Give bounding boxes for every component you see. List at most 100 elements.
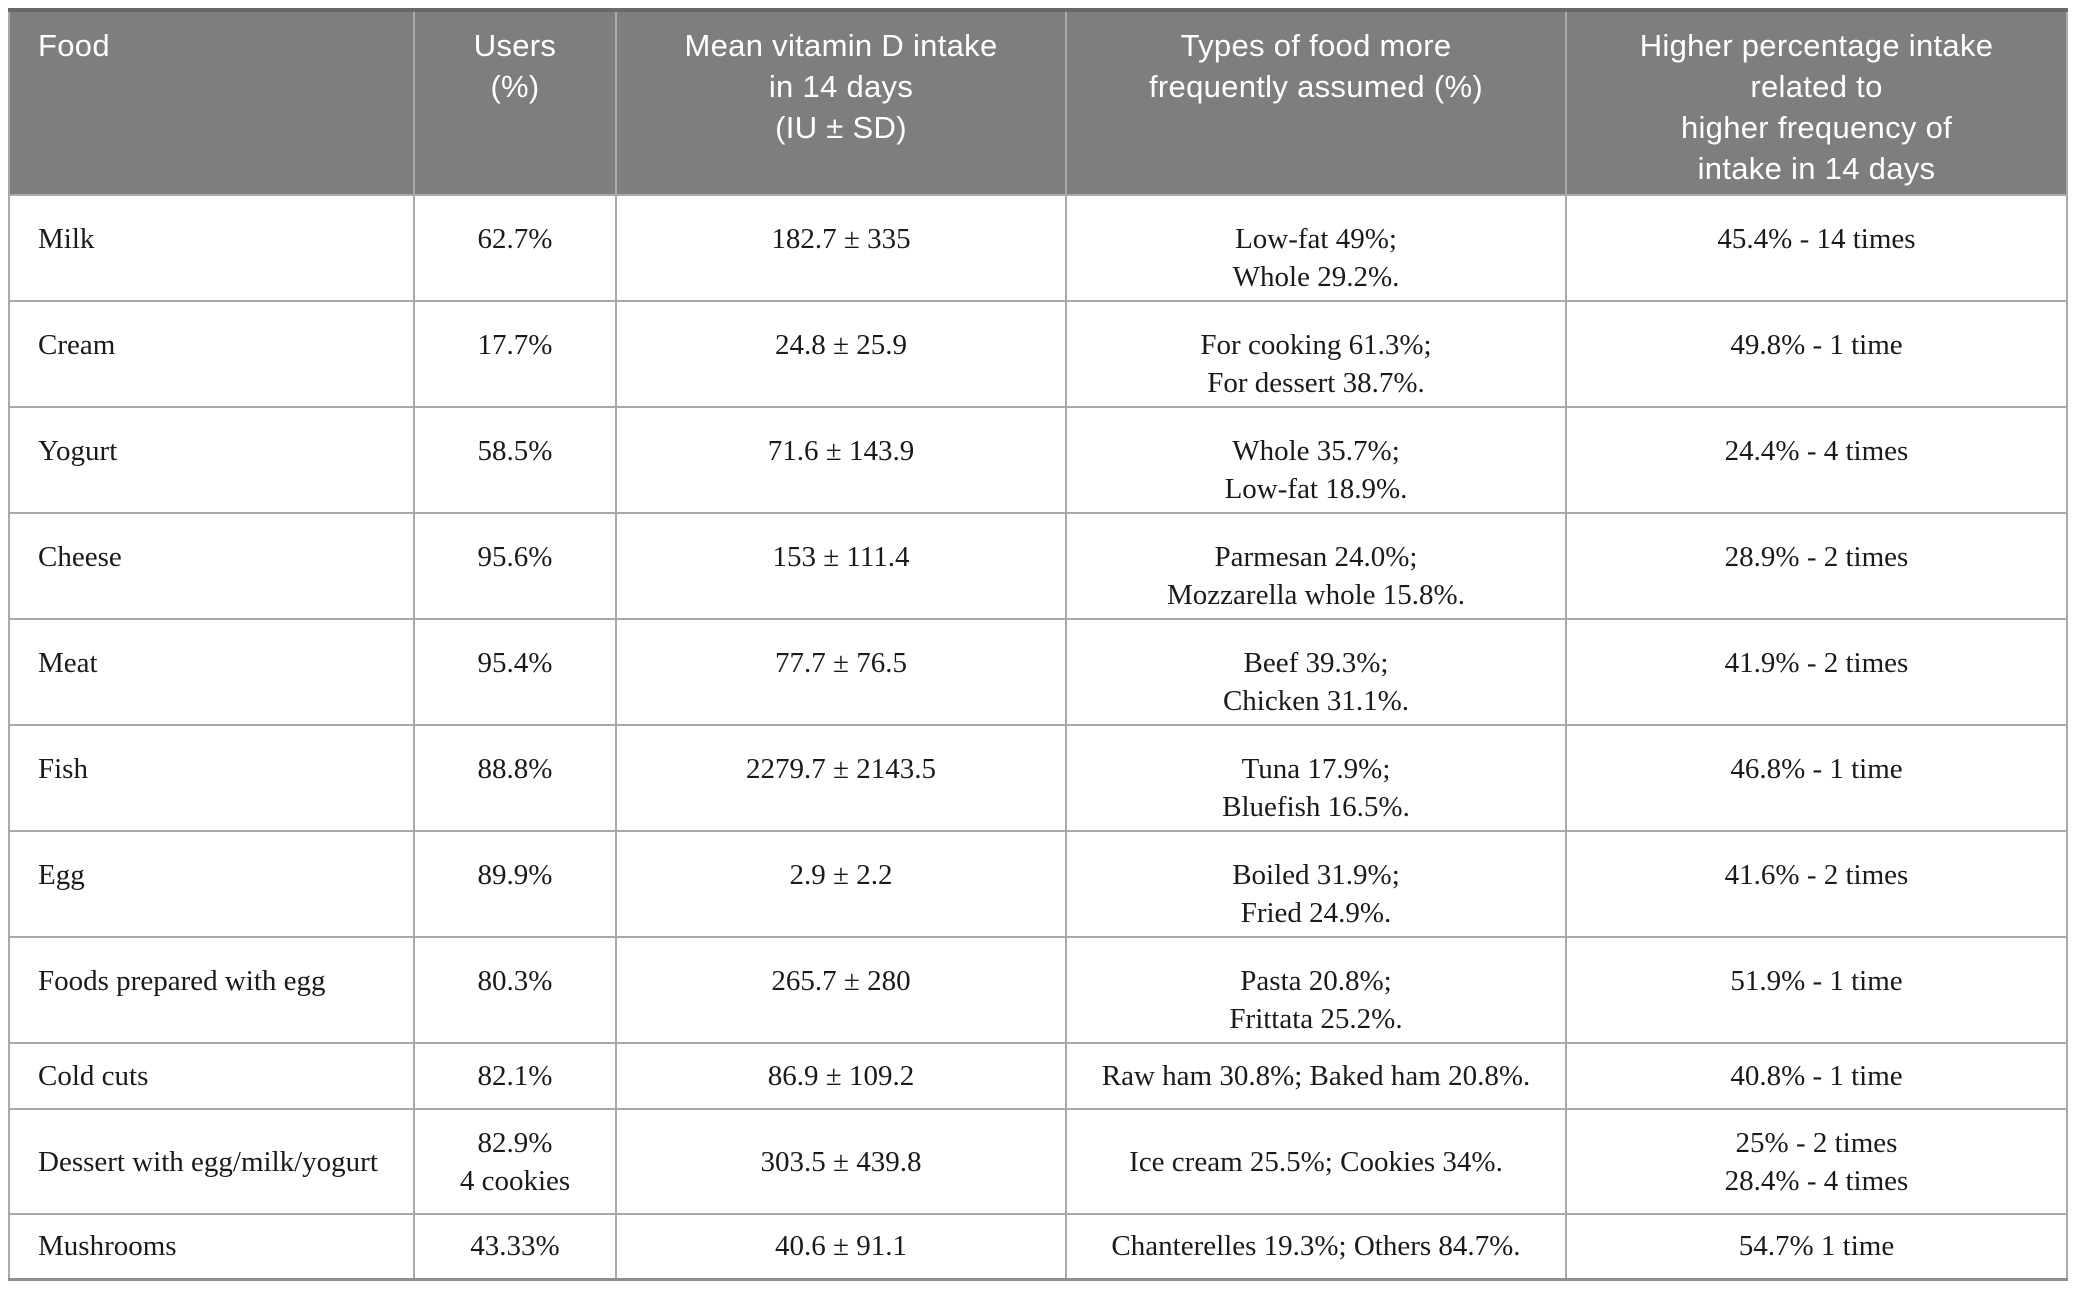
higher-cell: 24.4% - 4 times bbox=[1565, 406, 2068, 514]
users-value: 82.9% bbox=[477, 1126, 553, 1159]
food-cell: Cheese bbox=[8, 512, 415, 620]
mean-cell: 40.6 ± 91.1 bbox=[615, 1213, 1067, 1280]
types-value: Whole 35.7%; bbox=[1232, 435, 1400, 467]
types-cell: Raw ham 30.8%; Baked ham 20.8%. bbox=[1065, 1042, 1567, 1110]
mean-value: 265.7 ± 280 bbox=[771, 965, 911, 997]
types-value: Low-fat 18.9%. bbox=[1224, 473, 1408, 505]
users-value: 95.6% bbox=[477, 541, 553, 573]
table-row: Cheese 95.6% 153 ± 111.4 Parmesan 24.0%; Moz… bbox=[8, 512, 2068, 620]
mean-value: 303.5 ± 439.8 bbox=[760, 1145, 922, 1178]
types-value: Tuna 17.9%; bbox=[1241, 753, 1391, 785]
table-header: Food Users (%) Mean vitamin D intake in … bbox=[8, 9, 2068, 196]
users-cell: 88.8% bbox=[413, 724, 617, 832]
mean-value: 71.6 ± 143.9 bbox=[767, 435, 915, 467]
mean-value: 77.7 ± 76.5 bbox=[775, 647, 907, 679]
types-value: Frittata 25.2%. bbox=[1229, 1003, 1403, 1035]
types-cell: Ice cream 25.5%; Cookies 34%. bbox=[1065, 1108, 1567, 1215]
mean-cell: 2.9 ± 2.2 bbox=[615, 830, 1067, 938]
types-cell: Pasta 20.8%; Frittata 25.2%. bbox=[1065, 936, 1567, 1044]
higher-value: 54.7% 1 time bbox=[1738, 1230, 1895, 1263]
users-value: 95.4% bbox=[477, 647, 553, 679]
mean-value: 182.7 ± 335 bbox=[771, 223, 911, 255]
higher-value: 24.4% - 4 times bbox=[1724, 435, 1909, 467]
food-cell: Fish bbox=[8, 724, 415, 832]
users-cell: 58.5% bbox=[413, 406, 617, 514]
users-cell: 95.6% bbox=[413, 512, 617, 620]
food-cell: Dessert with egg/milk/yogurt bbox=[8, 1108, 415, 1215]
col-header-label: Mean vitamin D intake bbox=[684, 28, 998, 63]
col-header-label: in 14 days bbox=[768, 69, 914, 104]
header-row: Food Users (%) Mean vitamin D intake in … bbox=[8, 9, 2068, 196]
mean-cell: 265.7 ± 280 bbox=[615, 936, 1067, 1044]
higher-cell: 51.9% - 1 time bbox=[1565, 936, 2068, 1044]
higher-cell: 45.4% - 14 times bbox=[1565, 194, 2068, 302]
users-cell: 43.33% bbox=[413, 1213, 617, 1280]
food-value: Fish bbox=[38, 753, 88, 785]
higher-cell: 49.8% - 1 time bbox=[1565, 300, 2068, 408]
users-value: 89.9% bbox=[477, 859, 553, 891]
types-cell: Whole 35.7%; Low-fat 18.9%. bbox=[1065, 406, 1567, 514]
col-header-label: Higher percentage intake bbox=[1639, 28, 1994, 63]
higher-value: 40.8% - 1 time bbox=[1730, 1060, 1903, 1092]
higher-cell: 25% - 2 times 28.4% - 4 times bbox=[1565, 1108, 2068, 1215]
food-cell: Egg bbox=[8, 830, 415, 938]
users-value: 58.5% bbox=[477, 435, 553, 467]
types-cell: Parmesan 24.0%; Mozzarella whole 15.8%. bbox=[1065, 512, 1567, 620]
types-value: Low-fat 49%; bbox=[1235, 223, 1397, 255]
mean-value: 24.8 ± 25.9 bbox=[775, 329, 907, 361]
col-header-label: frequently assumed (%) bbox=[1149, 69, 1483, 104]
col-header-label: (%) bbox=[490, 69, 540, 104]
mean-cell: 77.7 ± 76.5 bbox=[615, 618, 1067, 726]
types-value: Beef 39.3%; bbox=[1243, 647, 1389, 679]
food-cell: Meat bbox=[8, 618, 415, 726]
mean-cell: 86.9 ± 109.2 bbox=[615, 1042, 1067, 1110]
users-value: 17.7% bbox=[477, 329, 553, 361]
users-value: 43.33% bbox=[470, 1230, 560, 1263]
higher-cell: 41.6% - 2 times bbox=[1565, 830, 2068, 938]
users-cell: 80.3% bbox=[413, 936, 617, 1044]
users-cell: 17.7% bbox=[413, 300, 617, 408]
types-value: For cooking 61.3%; bbox=[1200, 329, 1432, 361]
food-value: Foods prepared with egg bbox=[38, 965, 326, 997]
food-value: Cold cuts bbox=[38, 1060, 149, 1092]
food-cell: Foods prepared with egg bbox=[8, 936, 415, 1044]
food-value: Cheese bbox=[38, 541, 122, 573]
types-cell: Boiled 31.9%; Fried 24.9%. bbox=[1065, 830, 1567, 938]
mean-cell: 71.6 ± 143.9 bbox=[615, 406, 1067, 514]
mean-cell: 182.7 ± 335 bbox=[615, 194, 1067, 302]
table-row: Fish 88.8% 2279.7 ± 2143.5 Tuna 17.9%; Bluef… bbox=[8, 724, 2068, 832]
users-cell: 82.9% 4 cookies bbox=[413, 1108, 617, 1215]
users-value: 82.1% bbox=[477, 1060, 553, 1092]
table-row: Foods prepared with egg 80.3% 265.7 ± 280 P… bbox=[8, 936, 2068, 1044]
col-header-label: related to bbox=[1750, 69, 1883, 104]
types-value: Boiled 31.9%; bbox=[1232, 859, 1400, 891]
types-value: Ice cream 25.5%; Cookies 34%. bbox=[1129, 1145, 1503, 1178]
higher-cell: 40.8% - 1 time bbox=[1565, 1042, 2068, 1110]
food-value: Milk bbox=[38, 223, 95, 255]
col-header-users: Users (%) bbox=[413, 9, 617, 196]
food-value: Meat bbox=[38, 647, 98, 679]
table-row: Meat 95.4% 77.7 ± 76.5 Beef 39.3%; Chicken 3… bbox=[8, 618, 2068, 726]
users-value: 80.3% bbox=[477, 965, 553, 997]
types-value: Bluefish 16.5%. bbox=[1222, 791, 1410, 823]
table-row: Egg 89.9% 2.9 ± 2.2 Boiled 31.9%; Fried 24.9… bbox=[8, 830, 2068, 938]
col-header-mean-vitamin-d: Mean vitamin D intake in 14 days (IU ± S… bbox=[615, 9, 1067, 196]
food-cell: Cream bbox=[8, 300, 415, 408]
food-value: Yogurt bbox=[38, 435, 118, 467]
types-cell: Chanterelles 19.3%; Others 84.7%. bbox=[1065, 1213, 1567, 1280]
types-value: Parmesan 24.0%; bbox=[1214, 541, 1418, 573]
types-value: Fried 24.9%. bbox=[1240, 897, 1392, 929]
types-value: Raw ham 30.8%; Baked ham 20.8%. bbox=[1101, 1060, 1531, 1092]
higher-cell: 54.7% 1 time bbox=[1565, 1213, 2068, 1280]
higher-value: 41.6% - 2 times bbox=[1724, 859, 1909, 891]
mean-cell: 24.8 ± 25.9 bbox=[615, 300, 1067, 408]
col-header-higher-percentage: Higher percentage intake related to high… bbox=[1565, 9, 2068, 196]
col-header-label: (IU ± SD) bbox=[775, 110, 907, 145]
mean-value: 2.9 ± 2.2 bbox=[789, 859, 893, 891]
table-row: Cold cuts 82.1% 86.9 ± 109.2 Raw ham 30.8%;… bbox=[8, 1042, 2068, 1110]
food-cell: Yogurt bbox=[8, 406, 415, 514]
higher-cell: 46.8% - 1 time bbox=[1565, 724, 2068, 832]
higher-cell: 41.9% - 2 times bbox=[1565, 618, 2068, 726]
higher-value: 45.4% - 14 times bbox=[1717, 223, 1916, 255]
